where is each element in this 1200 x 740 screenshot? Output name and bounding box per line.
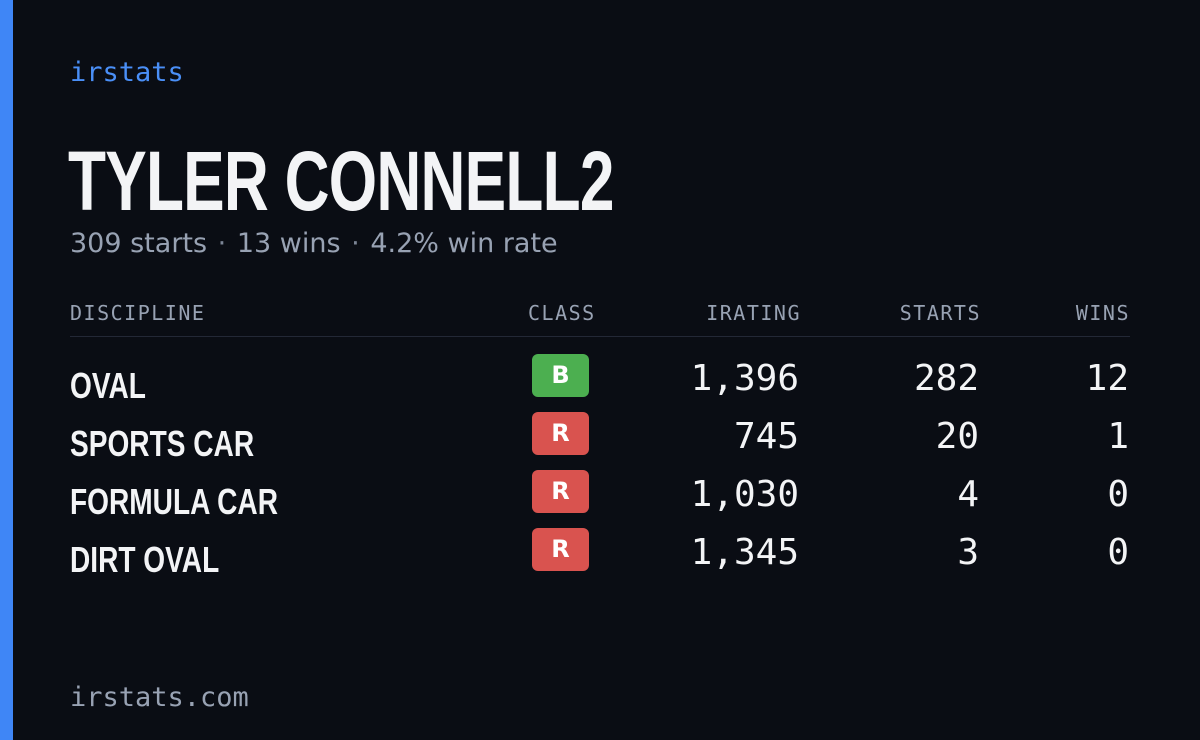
driver-summary: 309 starts · 13 wins · 4.2% win rate [70,227,558,261]
table-row: FORMULA CAR R 1,030 4 0 [70,470,1130,528]
header-discipline: DISCIPLINE [70,301,206,325]
header-irating: IRATING [706,301,801,325]
table-row: OVAL B 1,396 282 12 [70,354,1130,412]
discipline-label: DIRT OVAL [70,539,220,580]
header-wins: WINS [1075,301,1130,325]
header-starts: STARTS [899,301,981,325]
class-badge: R [532,412,589,455]
class-badge: B [532,354,589,397]
header-divider [70,336,1130,337]
starts-value: 4 [957,474,979,515]
irating-value: 745 [733,416,799,457]
starts-value: 282 [913,358,979,399]
irating-value: 1,030 [690,474,799,515]
wins-value: 12 [1085,358,1129,399]
driver-name: TYLER CONNELL2 [68,134,614,228]
accent-bar [0,0,13,740]
brand-logo-text: irstats [70,57,184,88]
table-row: SPORTS CAR R 745 20 1 [70,412,1130,470]
summary-win-rate: 4.2% win rate [370,228,558,259]
class-badge: R [532,470,589,513]
wins-value: 0 [1107,474,1129,515]
header-class: CLASS [528,301,596,325]
irating-value: 1,345 [690,532,799,573]
starts-value: 3 [957,532,979,573]
class-badge: R [532,528,589,571]
footer-site-url: irstats.com [70,682,249,713]
discipline-label: SPORTS CAR [70,423,255,464]
wins-value: 0 [1107,532,1129,573]
summary-starts: 309 starts [70,228,208,259]
summary-wins: 13 wins [236,228,341,259]
starts-value: 20 [935,416,979,457]
wins-value: 1 [1107,416,1129,457]
discipline-label: OVAL [70,365,146,406]
summary-separator: · [217,228,227,259]
table-row: DIRT OVAL R 1,345 3 0 [70,528,1130,586]
summary-separator: · [351,228,360,259]
discipline-label: FORMULA CAR [70,481,278,522]
irating-value: 1,396 [690,358,799,399]
